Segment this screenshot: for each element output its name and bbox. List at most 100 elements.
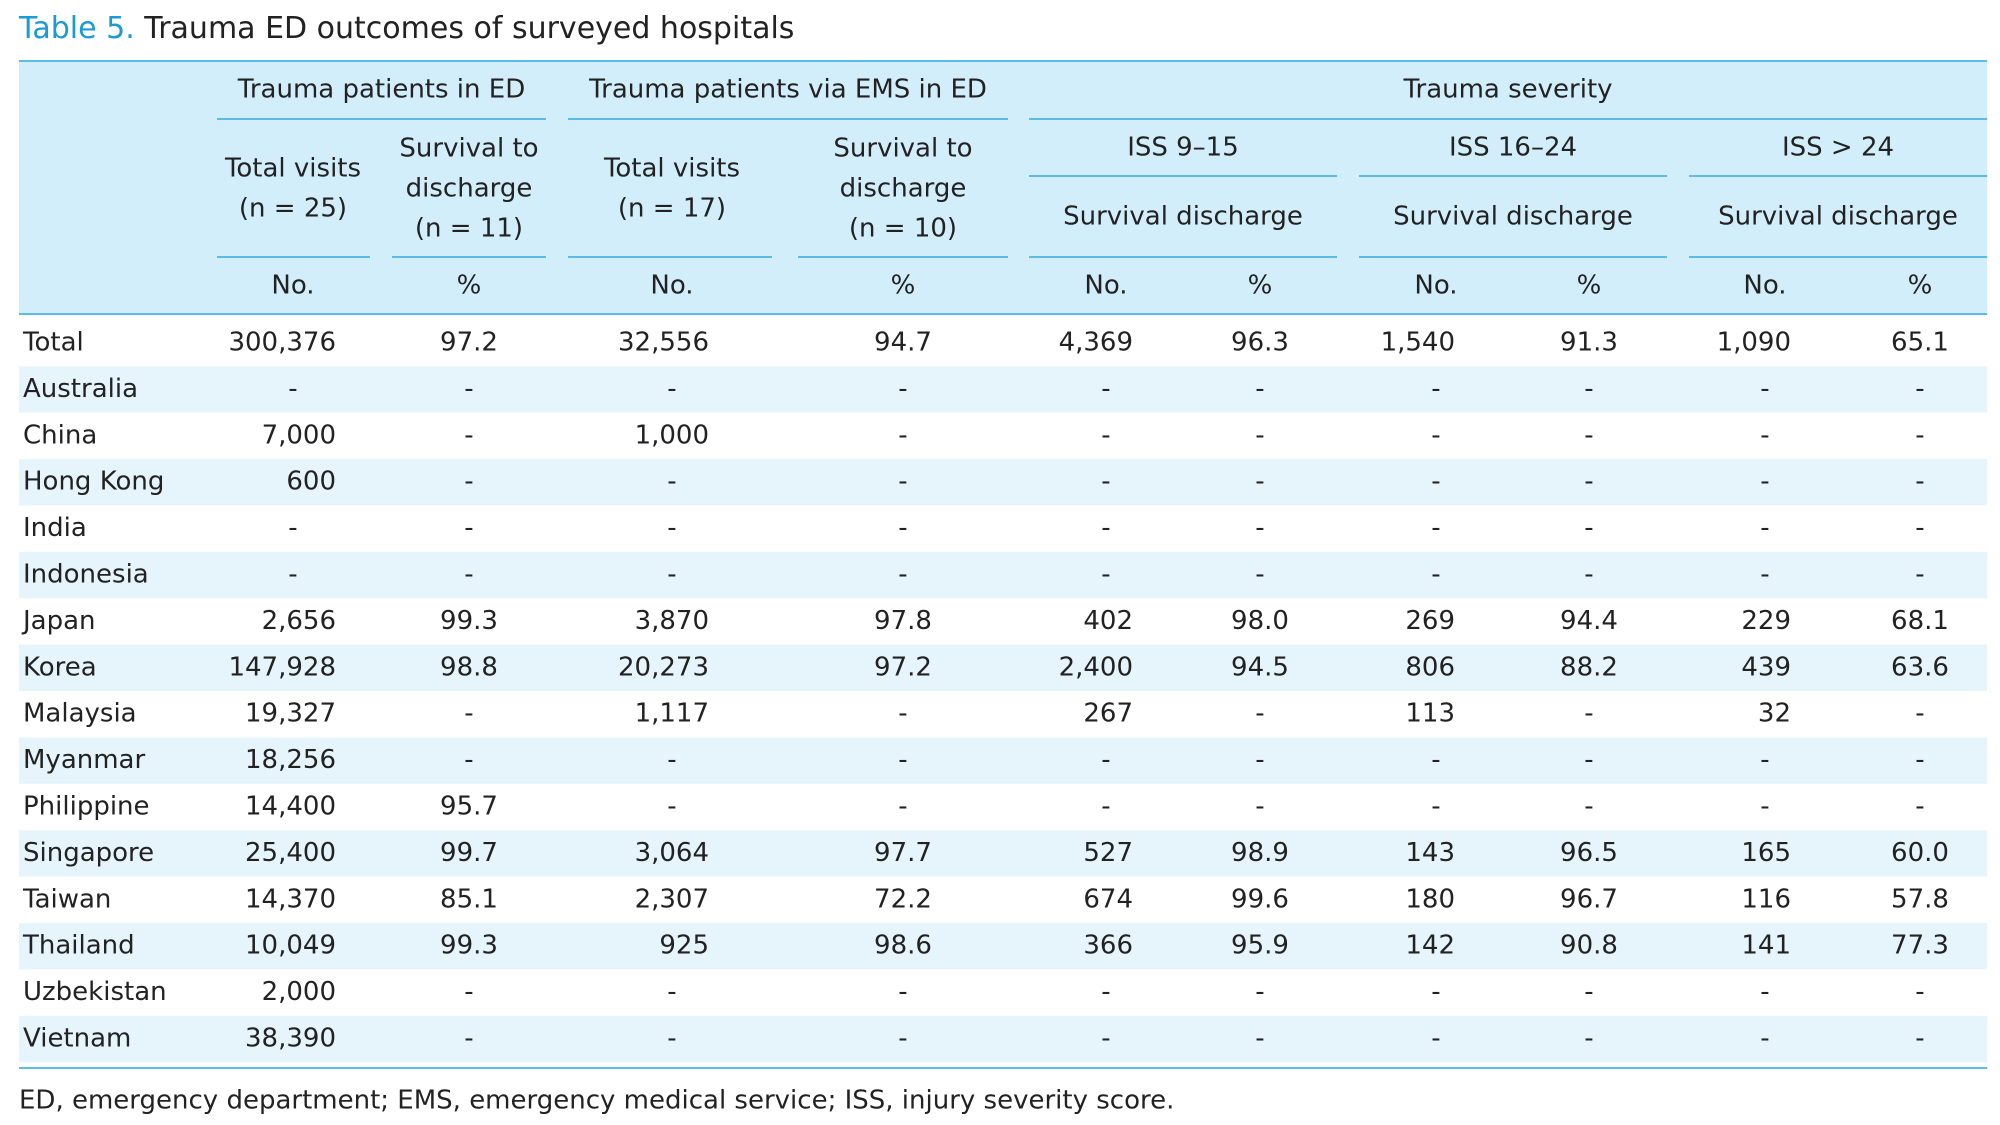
cell: - — [1584, 513, 1593, 543]
cell: 2,307 — [635, 884, 709, 914]
cell: 147,928 — [228, 652, 336, 682]
cell: - — [1915, 977, 1924, 1007]
title-label: Table 5. — [18, 11, 135, 46]
row-label: Korea — [23, 652, 97, 682]
cell: 68.1 — [1891, 606, 1949, 636]
cell: - — [464, 1024, 473, 1054]
iss-subheader: Survival discharge — [1393, 202, 1633, 232]
row-label: India — [23, 513, 87, 543]
cell: - — [1760, 374, 1769, 404]
cell: - — [898, 560, 907, 590]
cell: - — [1760, 420, 1769, 450]
cell: - — [1431, 560, 1440, 590]
cell: 98.8 — [440, 652, 498, 682]
cell: - — [1760, 467, 1769, 497]
cell: 1,000 — [635, 420, 709, 450]
sub-header: Total visits — [224, 154, 361, 184]
row-label: Philippine — [23, 792, 150, 822]
row-label: Hong Kong — [23, 467, 164, 497]
cell: - — [1915, 699, 1924, 729]
cell: 38,390 — [245, 1024, 336, 1054]
cell: - — [1915, 467, 1924, 497]
cell: - — [1584, 420, 1593, 450]
cell: 96.3 — [1231, 328, 1289, 358]
cell: - — [464, 467, 473, 497]
cell: 20,273 — [618, 652, 709, 682]
cell: - — [1101, 513, 1110, 543]
cell: - — [288, 513, 297, 543]
unit-header: % — [1908, 271, 1933, 301]
cell: - — [667, 1024, 676, 1054]
cell: - — [1101, 792, 1110, 822]
cell: - — [898, 467, 907, 497]
cell: 98.9 — [1231, 838, 1289, 868]
row-label: Taiwan — [22, 884, 111, 914]
row-band — [19, 830, 1987, 877]
cell: 3,870 — [635, 606, 709, 636]
cell: 98.0 — [1231, 606, 1289, 636]
cell: 113 — [1405, 699, 1455, 729]
unit-header: % — [1577, 271, 1602, 301]
sub-header: discharge — [840, 174, 967, 204]
unit-header: No. — [1414, 271, 1457, 301]
cell: - — [1255, 977, 1264, 1007]
cell: 18,256 — [245, 745, 336, 775]
row-band — [19, 737, 1987, 784]
unit-header: % — [1248, 271, 1273, 301]
row-band — [19, 1015, 1987, 1063]
cell: - — [1255, 1024, 1264, 1054]
cell: - — [898, 420, 907, 450]
iss-subheader: Survival discharge — [1718, 202, 1958, 232]
cell: - — [464, 560, 473, 590]
sub-header: (n = 17) — [618, 194, 726, 224]
cell: 300,376 — [228, 328, 336, 358]
cell: - — [1584, 977, 1593, 1007]
header-bg — [19, 61, 1987, 314]
cell: 7,000 — [262, 420, 336, 450]
cell: 1,090 — [1717, 328, 1791, 358]
cell: - — [1101, 977, 1110, 1007]
cell: - — [1255, 467, 1264, 497]
sub-header: Total visits — [603, 154, 740, 184]
cell: 116 — [1741, 884, 1791, 914]
cell: 96.5 — [1560, 838, 1618, 868]
cell: 165 — [1741, 838, 1791, 868]
cell: 94.7 — [874, 328, 932, 358]
cell: 267 — [1083, 699, 1133, 729]
row-band — [19, 644, 1987, 691]
cell: 527 — [1083, 838, 1133, 868]
cell: 94.5 — [1231, 652, 1289, 682]
unit-header: No. — [650, 271, 693, 301]
iss-header: ISS 16–24 — [1449, 133, 1577, 163]
cell: - — [1760, 513, 1769, 543]
cell: 2,656 — [262, 606, 336, 636]
cell: - — [1431, 374, 1440, 404]
cell: 60.0 — [1891, 838, 1949, 868]
cell: 10,049 — [245, 931, 336, 961]
cell: - — [288, 374, 297, 404]
row-band — [19, 366, 1987, 413]
cell: - — [898, 745, 907, 775]
cell: - — [1431, 467, 1440, 497]
unit-header: No. — [1743, 271, 1786, 301]
cell: 97.2 — [440, 328, 498, 358]
cell: - — [1915, 513, 1924, 543]
cell: - — [1584, 699, 1593, 729]
cell: - — [464, 513, 473, 543]
cell: - — [464, 699, 473, 729]
row-label: Myanmar — [23, 745, 145, 775]
iss-subheader: Survival discharge — [1063, 202, 1303, 232]
cell: 72.2 — [874, 884, 932, 914]
title: Table 5. Trauma ED outcomes of surveyed … — [18, 11, 794, 46]
row-label: Uzbekistan — [23, 977, 167, 1007]
cell: - — [898, 977, 907, 1007]
cell: - — [1431, 420, 1440, 450]
cell: - — [464, 420, 473, 450]
sub-header: (n = 10) — [849, 214, 957, 244]
cell: 2,000 — [262, 977, 336, 1007]
group-header: Trauma severity — [1402, 75, 1612, 105]
cell: 142 — [1405, 931, 1455, 961]
cell: 143 — [1405, 838, 1455, 868]
sub-header: (n = 25) — [239, 194, 347, 224]
